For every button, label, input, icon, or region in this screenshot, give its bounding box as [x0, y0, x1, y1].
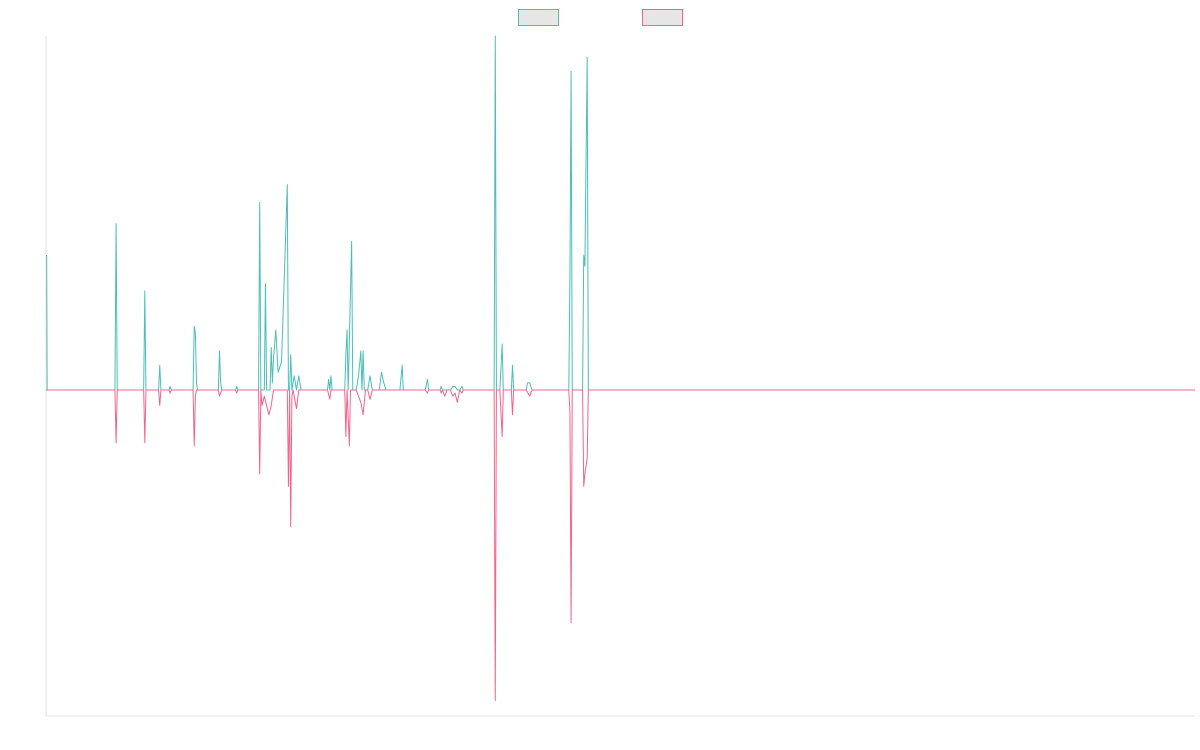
series-line-1	[46, 35, 1195, 391]
legend-swatch-1	[518, 9, 559, 26]
legend	[518, 9, 683, 26]
axes	[45, 36, 1195, 717]
legend-swatch-2	[642, 9, 683, 26]
series-lines	[46, 35, 1195, 701]
series-line-2	[46, 389, 1195, 701]
